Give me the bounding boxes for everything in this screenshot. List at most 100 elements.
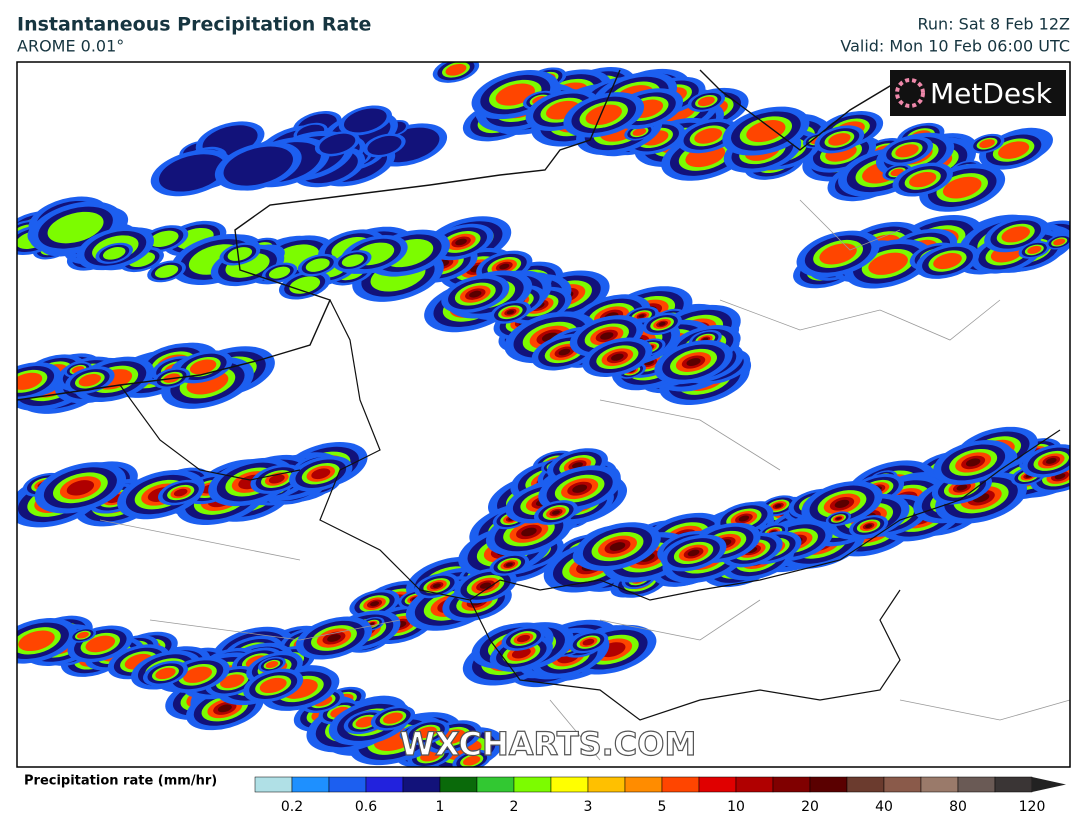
rain-cell: [516, 634, 531, 643]
rain-cell: [155, 667, 176, 680]
rain-cell: [259, 677, 287, 694]
colorbar-segment: [254, 776, 293, 793]
colorbar-tick-label: 10: [727, 799, 745, 815]
rain-cell: [455, 238, 467, 246]
rain-cell: [17, 372, 43, 390]
colorbar-segment: [698, 776, 737, 793]
rain-cell: [383, 712, 403, 724]
colorbar-segment: [291, 776, 330, 793]
logo-icon: [895, 78, 925, 108]
run-time: Run: Sat 8 Feb 12Z: [918, 15, 1071, 34]
title: Instantaneous Precipitation Rate: [17, 14, 371, 36]
colorbar-segment: [661, 776, 700, 793]
rain-cell: [572, 484, 588, 493]
rain-cell: [445, 63, 467, 76]
colorbar-tick-label: 2: [510, 799, 519, 815]
rain-cell: [311, 468, 331, 480]
rain-cell: [499, 263, 510, 270]
rain-cell: [265, 661, 279, 669]
rain-cell: [942, 176, 982, 199]
rain-cell: [227, 247, 253, 261]
rain-cell: [47, 211, 104, 244]
rain-cell: [687, 549, 700, 557]
colorbar-arrow: [1032, 777, 1066, 792]
colorbar-tick-label: 5: [658, 799, 667, 815]
rain-cell: [1027, 245, 1042, 254]
colorbar-segment: [513, 776, 552, 793]
rain-cell: [609, 542, 626, 551]
rain-cell: [585, 104, 622, 126]
colorbar-tick-label: 0.2: [281, 799, 303, 815]
watermark: WXCHARTS.COM: [400, 725, 697, 763]
rain-cell: [416, 726, 437, 739]
rain-cell: [343, 108, 387, 133]
rain-cell: [370, 601, 380, 607]
rain-cell: [1045, 457, 1057, 464]
rain-cell: [1053, 238, 1066, 246]
colorbar-segment: [957, 776, 996, 793]
rain-cell: [956, 484, 968, 491]
rain-cell: [998, 141, 1030, 159]
rain-cell: [341, 254, 365, 267]
rain-cell: [865, 524, 873, 529]
rain-cell: [933, 253, 962, 270]
rain-cell: [965, 458, 981, 467]
colorbar-segment: [476, 776, 515, 793]
rain-cell: [834, 499, 850, 508]
logo: MetDesk: [930, 77, 1053, 110]
logo-box: [890, 70, 1066, 116]
rain-cell: [505, 562, 513, 567]
colorbar-segment: [365, 776, 404, 793]
borders: [17, 69, 1070, 761]
rain-cell: [694, 128, 723, 144]
rain-cell: [367, 135, 402, 155]
rain-cell: [469, 290, 482, 298]
rain-cell: [66, 480, 95, 496]
rain-cell: [686, 358, 701, 367]
rain-cell: [355, 716, 376, 728]
colorbar-segment: [439, 776, 478, 793]
rain-cell: [319, 133, 356, 154]
rain-cell: [159, 154, 226, 192]
colorbar-segment: [846, 776, 885, 793]
rain-cell: [327, 634, 341, 642]
rain-cell: [909, 171, 937, 188]
colorbar-tick-label: 120: [1019, 799, 1046, 815]
rain-cell: [611, 353, 624, 361]
colorbar-tick-label: 1: [436, 799, 445, 815]
rain-cell: [268, 474, 285, 484]
colorbar-segment: [735, 776, 774, 793]
rain-cell: [895, 144, 919, 158]
colorbar-segment: [809, 776, 848, 793]
rain-cell: [506, 310, 515, 315]
colorbar-tick-label: 80: [949, 799, 967, 815]
rain-cell: [154, 264, 179, 278]
rain-cell: [223, 146, 293, 186]
rain-cell: [582, 638, 595, 646]
rain-cell: [600, 332, 614, 340]
colorbar-tick-label: 3: [584, 799, 593, 815]
rain-cell: [85, 635, 116, 653]
rain-cell: [746, 120, 786, 143]
colorbar-segment: [328, 776, 367, 793]
rain-cell: [149, 230, 179, 248]
colorbar-tick-label: 20: [801, 799, 819, 815]
rain-cell: [632, 128, 647, 136]
rain-cell: [738, 515, 750, 522]
rain-cell: [102, 247, 126, 260]
colorbar-tick-label: 0.6: [355, 799, 377, 815]
colorbar-segment: [402, 776, 441, 793]
rain-cell: [979, 139, 995, 149]
rain-cell: [828, 133, 851, 146]
rain-cell: [268, 266, 291, 279]
rain-cell: [463, 755, 481, 766]
colorbar-tick-label: 40: [875, 799, 893, 815]
rain-cell: [558, 348, 571, 356]
rain-cell: [697, 96, 715, 107]
precipitation: [17, 62, 1070, 767]
rain-cell: [521, 527, 537, 537]
map-frame: [16, 61, 1071, 768]
rain-cell: [774, 503, 782, 508]
